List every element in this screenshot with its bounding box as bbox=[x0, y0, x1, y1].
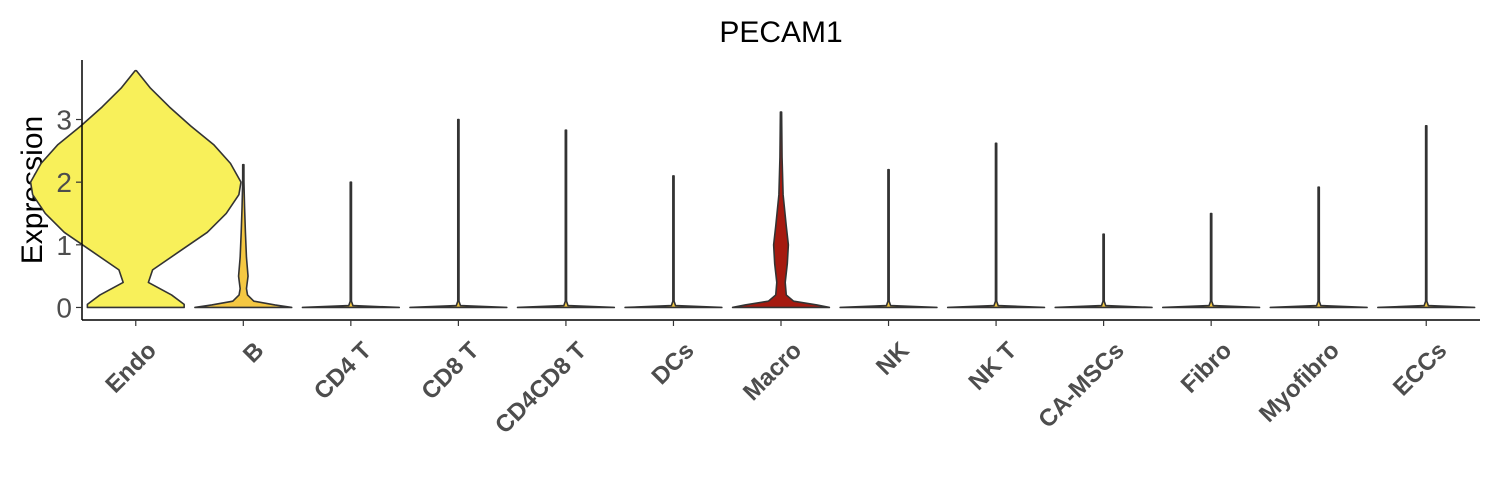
y-tick-label: 1 bbox=[56, 230, 72, 261]
x-tick-label: DCs bbox=[647, 337, 700, 390]
violin-eccs bbox=[1377, 124, 1476, 309]
violin-endo bbox=[29, 69, 242, 309]
x-tick-label: Myofibro bbox=[1254, 337, 1345, 428]
violin-macro bbox=[731, 111, 831, 309]
violin-nk-t bbox=[946, 142, 1046, 309]
x-tick-label: CD4CD8 T bbox=[490, 337, 592, 439]
y-tick-label: 3 bbox=[56, 105, 72, 136]
violin-cd4-t bbox=[301, 181, 401, 309]
violin-cd8-t bbox=[409, 118, 508, 309]
x-tick-label: Fibro bbox=[1176, 337, 1238, 399]
y-tick-label: 0 bbox=[56, 292, 72, 323]
y-ticks: 0 1 2 3 bbox=[56, 105, 82, 323]
violin-ca-mscs bbox=[1054, 233, 1153, 309]
violin-myofibro bbox=[1269, 186, 1368, 309]
x-tick-label: CD4 T bbox=[309, 337, 377, 405]
violin-nk bbox=[839, 168, 938, 309]
x-tick-label: CA-MSCs bbox=[1033, 337, 1129, 433]
violin-group bbox=[29, 69, 1476, 309]
x-ticks: Endo B CD4 T CD8 T CD4CD8 T DCs Macro NK NK T CA-… bbox=[100, 320, 1452, 439]
x-tick-label: Endo bbox=[100, 337, 162, 399]
x-tick-label: B bbox=[238, 337, 269, 368]
x-tick-label: NK T bbox=[964, 337, 1023, 396]
violin-b bbox=[194, 163, 293, 309]
x-tick-label: ECCs bbox=[1388, 337, 1452, 401]
violin-cd4cd8-t bbox=[516, 129, 616, 309]
x-tick-label: CD8 T bbox=[416, 337, 484, 405]
chart-title: PECAM1 bbox=[719, 16, 842, 49]
x-tick-label: NK bbox=[871, 337, 915, 381]
violin-fibro bbox=[1161, 212, 1261, 309]
violin-dcs bbox=[624, 175, 723, 309]
y-tick-label: 2 bbox=[56, 167, 72, 198]
x-tick-label: Macro bbox=[738, 337, 807, 406]
